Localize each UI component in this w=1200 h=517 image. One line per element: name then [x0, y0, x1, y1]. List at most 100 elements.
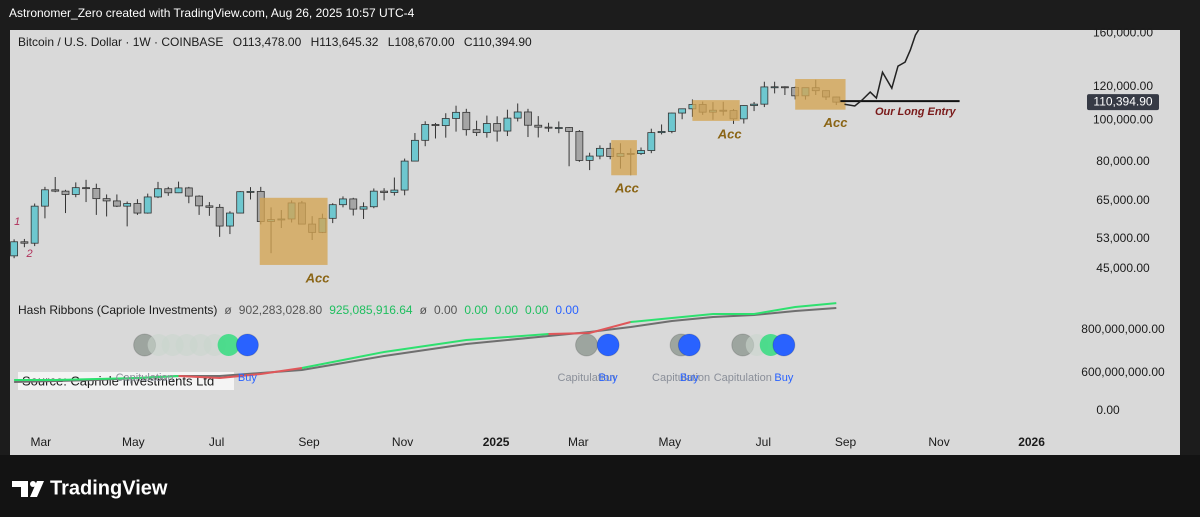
candle-body: [534, 124, 543, 128]
candle-body: [554, 127, 563, 129]
x-tick-label: Nov: [392, 435, 413, 449]
box-label: Acc: [305, 270, 331, 285]
signal: [575, 333, 599, 357]
candle-body: [30, 205, 39, 244]
x-tick-label: 2025: [483, 435, 510, 449]
candle-body: [349, 198, 358, 210]
ohlc-label: H113,645.32: [311, 35, 379, 49]
wave-label: 2: [25, 248, 32, 260]
candle-body: [770, 86, 779, 89]
candle-body: [390, 189, 399, 193]
x-tick-label: May: [122, 435, 145, 449]
candle-body: [524, 111, 532, 126]
signal: [772, 333, 796, 357]
candle-body: [750, 103, 758, 106]
x-tick-label: Mar: [568, 435, 589, 449]
candle-body: [246, 191, 255, 193]
legend-value: 0.00: [525, 303, 549, 317]
signal: [677, 333, 701, 357]
entry-label: Our Long Entry: [875, 106, 957, 118]
candle-body: [112, 200, 121, 207]
candle-body: [102, 198, 111, 202]
box-label: Acc: [614, 181, 640, 196]
signal-label: Buy: [599, 372, 618, 384]
candle-body: [472, 129, 481, 134]
legend-value: 0.00: [555, 303, 579, 317]
candle-body: [400, 160, 409, 191]
legend-value: 0.00: [495, 303, 519, 317]
signal: [596, 333, 620, 357]
y-tick-label: 65,000.00: [1096, 193, 1150, 207]
candle-body: [739, 105, 748, 120]
box-label: Acc: [717, 126, 743, 141]
candle-body: [174, 187, 183, 194]
candle-body: [123, 203, 132, 207]
candle-body: [328, 204, 337, 219]
signal: [235, 333, 259, 357]
y-tick-label: 80,000.00: [1096, 154, 1150, 168]
indicator-title: Hash Ribbons (Capriole Investments): [18, 303, 217, 317]
signal-label: Capitulation: [558, 372, 616, 384]
footer-bar: [0, 455, 1200, 517]
price-legend: Bitcoin / U.S. Dollar · 1W · COINBASE O1…: [18, 35, 532, 49]
y-tick-label: 600,000,000.00: [1081, 365, 1165, 379]
x-tick-label: Jul: [756, 435, 771, 449]
y-tick-label: 45,000.00: [1096, 261, 1150, 275]
accumulation-box: [611, 140, 637, 176]
y-tick-label: 160,000.00: [1093, 25, 1153, 39]
signal-trail: [217, 334, 240, 356]
x-tick-label: Nov: [928, 435, 949, 449]
candle-body: [215, 206, 224, 227]
candle-body: [184, 187, 193, 197]
y-tick-label: 800,000,000.00: [1081, 322, 1165, 336]
legend-value: 0.00: [464, 303, 488, 317]
candle-body: [544, 126, 553, 129]
signal-label: Buy: [680, 372, 699, 384]
signal-label: Capitulation: [652, 372, 710, 384]
hash-ribbon-line: [14, 302, 837, 381]
candle-body: [431, 124, 440, 127]
legend-value: 0.00: [434, 303, 458, 317]
candle-body: [513, 111, 522, 119]
indicator-legend: Hash Ribbons (Capriole Investments) ø 902,…: [18, 303, 579, 317]
candle-body: [359, 206, 368, 210]
logo-slash: [30, 481, 44, 497]
legend-symbol: ø: [420, 303, 428, 317]
candle-body: [647, 132, 656, 151]
candle-body: [164, 188, 173, 194]
price-pane: [10, 30, 960, 265]
legend-symbol: ø: [224, 303, 232, 317]
candle-body: [10, 241, 19, 257]
candle-body: [637, 150, 645, 155]
candle-body: [421, 124, 430, 141]
y2-tick-label: 0.00: [1096, 403, 1120, 417]
projection-path: [844, 30, 920, 107]
candle-body: [596, 147, 604, 157]
candle-body: [462, 111, 471, 131]
legend-value: 925,085,916.64: [329, 303, 413, 317]
x-tick-label: Mar: [30, 435, 51, 449]
last-price-label: 110,394.90: [1093, 94, 1152, 108]
accumulation-box: [259, 197, 328, 265]
box-label: Acc: [823, 115, 849, 130]
candle-body: [503, 117, 512, 132]
candle-body: [61, 190, 70, 195]
signal-label: Buy: [774, 372, 793, 384]
y-tick-label: 53,000.00: [1096, 231, 1150, 245]
accumulation-box: [692, 100, 740, 121]
candle-body: [678, 108, 687, 114]
last-price-tag: [1087, 94, 1159, 111]
chart-area: [10, 30, 1180, 455]
candle-body: [657, 131, 666, 134]
candle-body: [781, 86, 789, 89]
candle-body: [195, 195, 204, 207]
candle-body: [20, 241, 29, 244]
candle-body: [565, 127, 573, 132]
candle-body: [133, 203, 142, 214]
candle-body: [205, 205, 214, 208]
ohlc-label: O113,478.00: [233, 35, 302, 49]
candle-body: [411, 139, 419, 162]
candle-body: [154, 188, 162, 198]
candle-body: [441, 118, 450, 127]
